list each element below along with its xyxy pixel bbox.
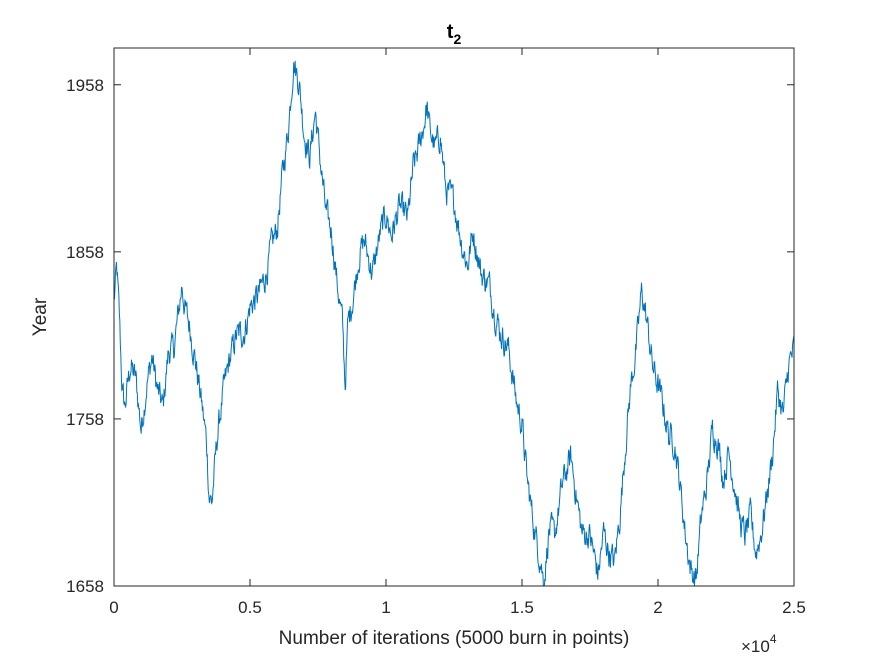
y-tick-label: 1658	[66, 577, 104, 596]
x-tick-label: 0	[109, 598, 118, 617]
y-tick-label: 1858	[66, 243, 104, 262]
axes-box	[113, 47, 795, 587]
y-tick-label: 1958	[66, 76, 104, 95]
x-tick-label: 1	[381, 598, 390, 617]
chart-title: t2	[447, 21, 462, 47]
series-group	[113, 60, 795, 587]
y-axis-label: Year	[30, 297, 51, 336]
x-multiplier: ×104	[741, 632, 777, 656]
trace-line	[113, 60, 795, 587]
x-tick-label: 0.5	[238, 598, 262, 617]
chart-title-subscript: 2	[453, 31, 461, 47]
plot-area	[114, 48, 794, 586]
x-multiplier-prefix: ×10	[741, 637, 770, 656]
x-tick-label: 2	[653, 598, 662, 617]
x-axis-label: Number of iterations (5000 burn in point…	[279, 628, 630, 649]
x-multiplier-exponent: 4	[770, 632, 777, 646]
ticks-group: 0 0.5 1 1.5 2 2.5 1658 1758 1858 1958	[66, 48, 806, 617]
x-tick-label: 2.5	[782, 598, 806, 617]
x-tick-label: 1.5	[510, 598, 534, 617]
y-tick-label: 1758	[66, 410, 104, 429]
chart-title-base: t	[447, 21, 454, 43]
